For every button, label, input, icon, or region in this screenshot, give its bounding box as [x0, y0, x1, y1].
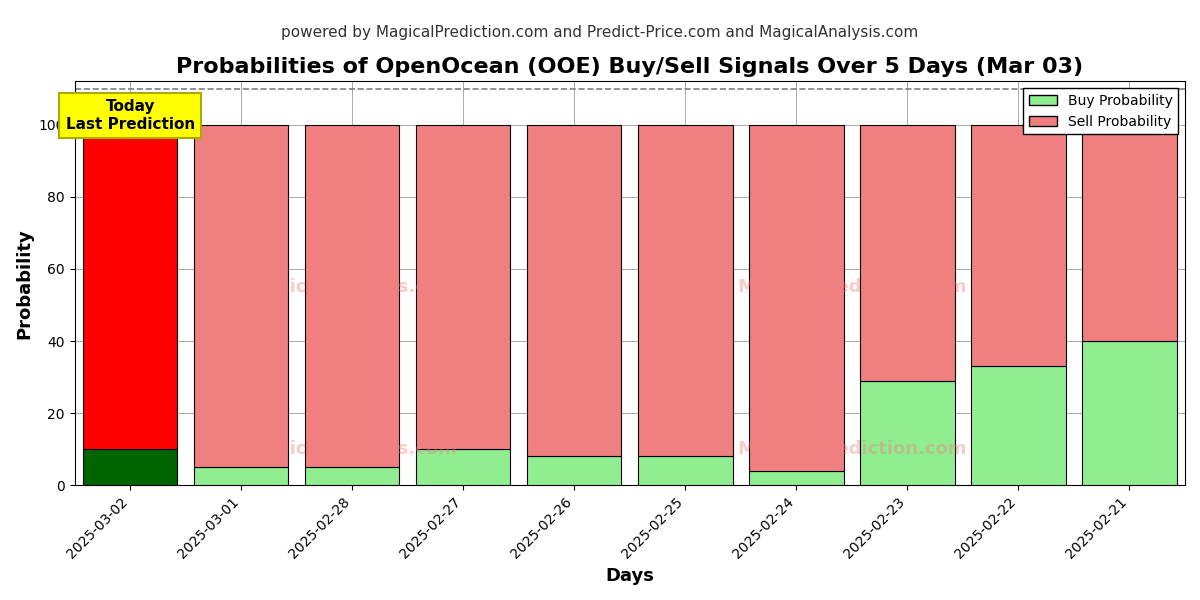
Text: MagicalAnalysis.com: MagicalAnalysis.com: [247, 440, 457, 458]
Bar: [83, 125, 178, 449]
Legend: Buy Probability, Sell Probability: Buy Probability, Sell Probability: [1024, 88, 1178, 134]
Bar: [1082, 125, 1177, 341]
Bar: [305, 125, 400, 467]
Text: MagicalPrediction.com: MagicalPrediction.com: [737, 278, 967, 296]
Bar: [860, 381, 955, 485]
Text: powered by MagicalPrediction.com and Predict-Price.com and MagicalAnalysis.com: powered by MagicalPrediction.com and Pre…: [281, 25, 919, 40]
Bar: [527, 125, 622, 457]
Text: MagicalAnalysis.com: MagicalAnalysis.com: [247, 278, 457, 296]
Bar: [749, 125, 844, 471]
Bar: [416, 449, 510, 485]
Text: MagicalPrediction.com: MagicalPrediction.com: [737, 440, 967, 458]
Bar: [83, 449, 178, 485]
Bar: [527, 457, 622, 485]
Bar: [749, 471, 844, 485]
Bar: [194, 467, 288, 485]
Bar: [416, 125, 510, 449]
X-axis label: Days: Days: [605, 567, 654, 585]
Bar: [638, 125, 732, 457]
Y-axis label: Probability: Probability: [16, 228, 34, 339]
Bar: [638, 457, 732, 485]
Bar: [305, 467, 400, 485]
Title: Probabilities of OpenOcean (OOE) Buy/Sell Signals Over 5 Days (Mar 03): Probabilities of OpenOcean (OOE) Buy/Sel…: [176, 57, 1084, 77]
Bar: [860, 125, 955, 381]
Bar: [194, 125, 288, 467]
Bar: [971, 125, 1066, 367]
Bar: [1082, 341, 1177, 485]
Text: Today
Last Prediction: Today Last Prediction: [66, 100, 194, 132]
Bar: [971, 367, 1066, 485]
